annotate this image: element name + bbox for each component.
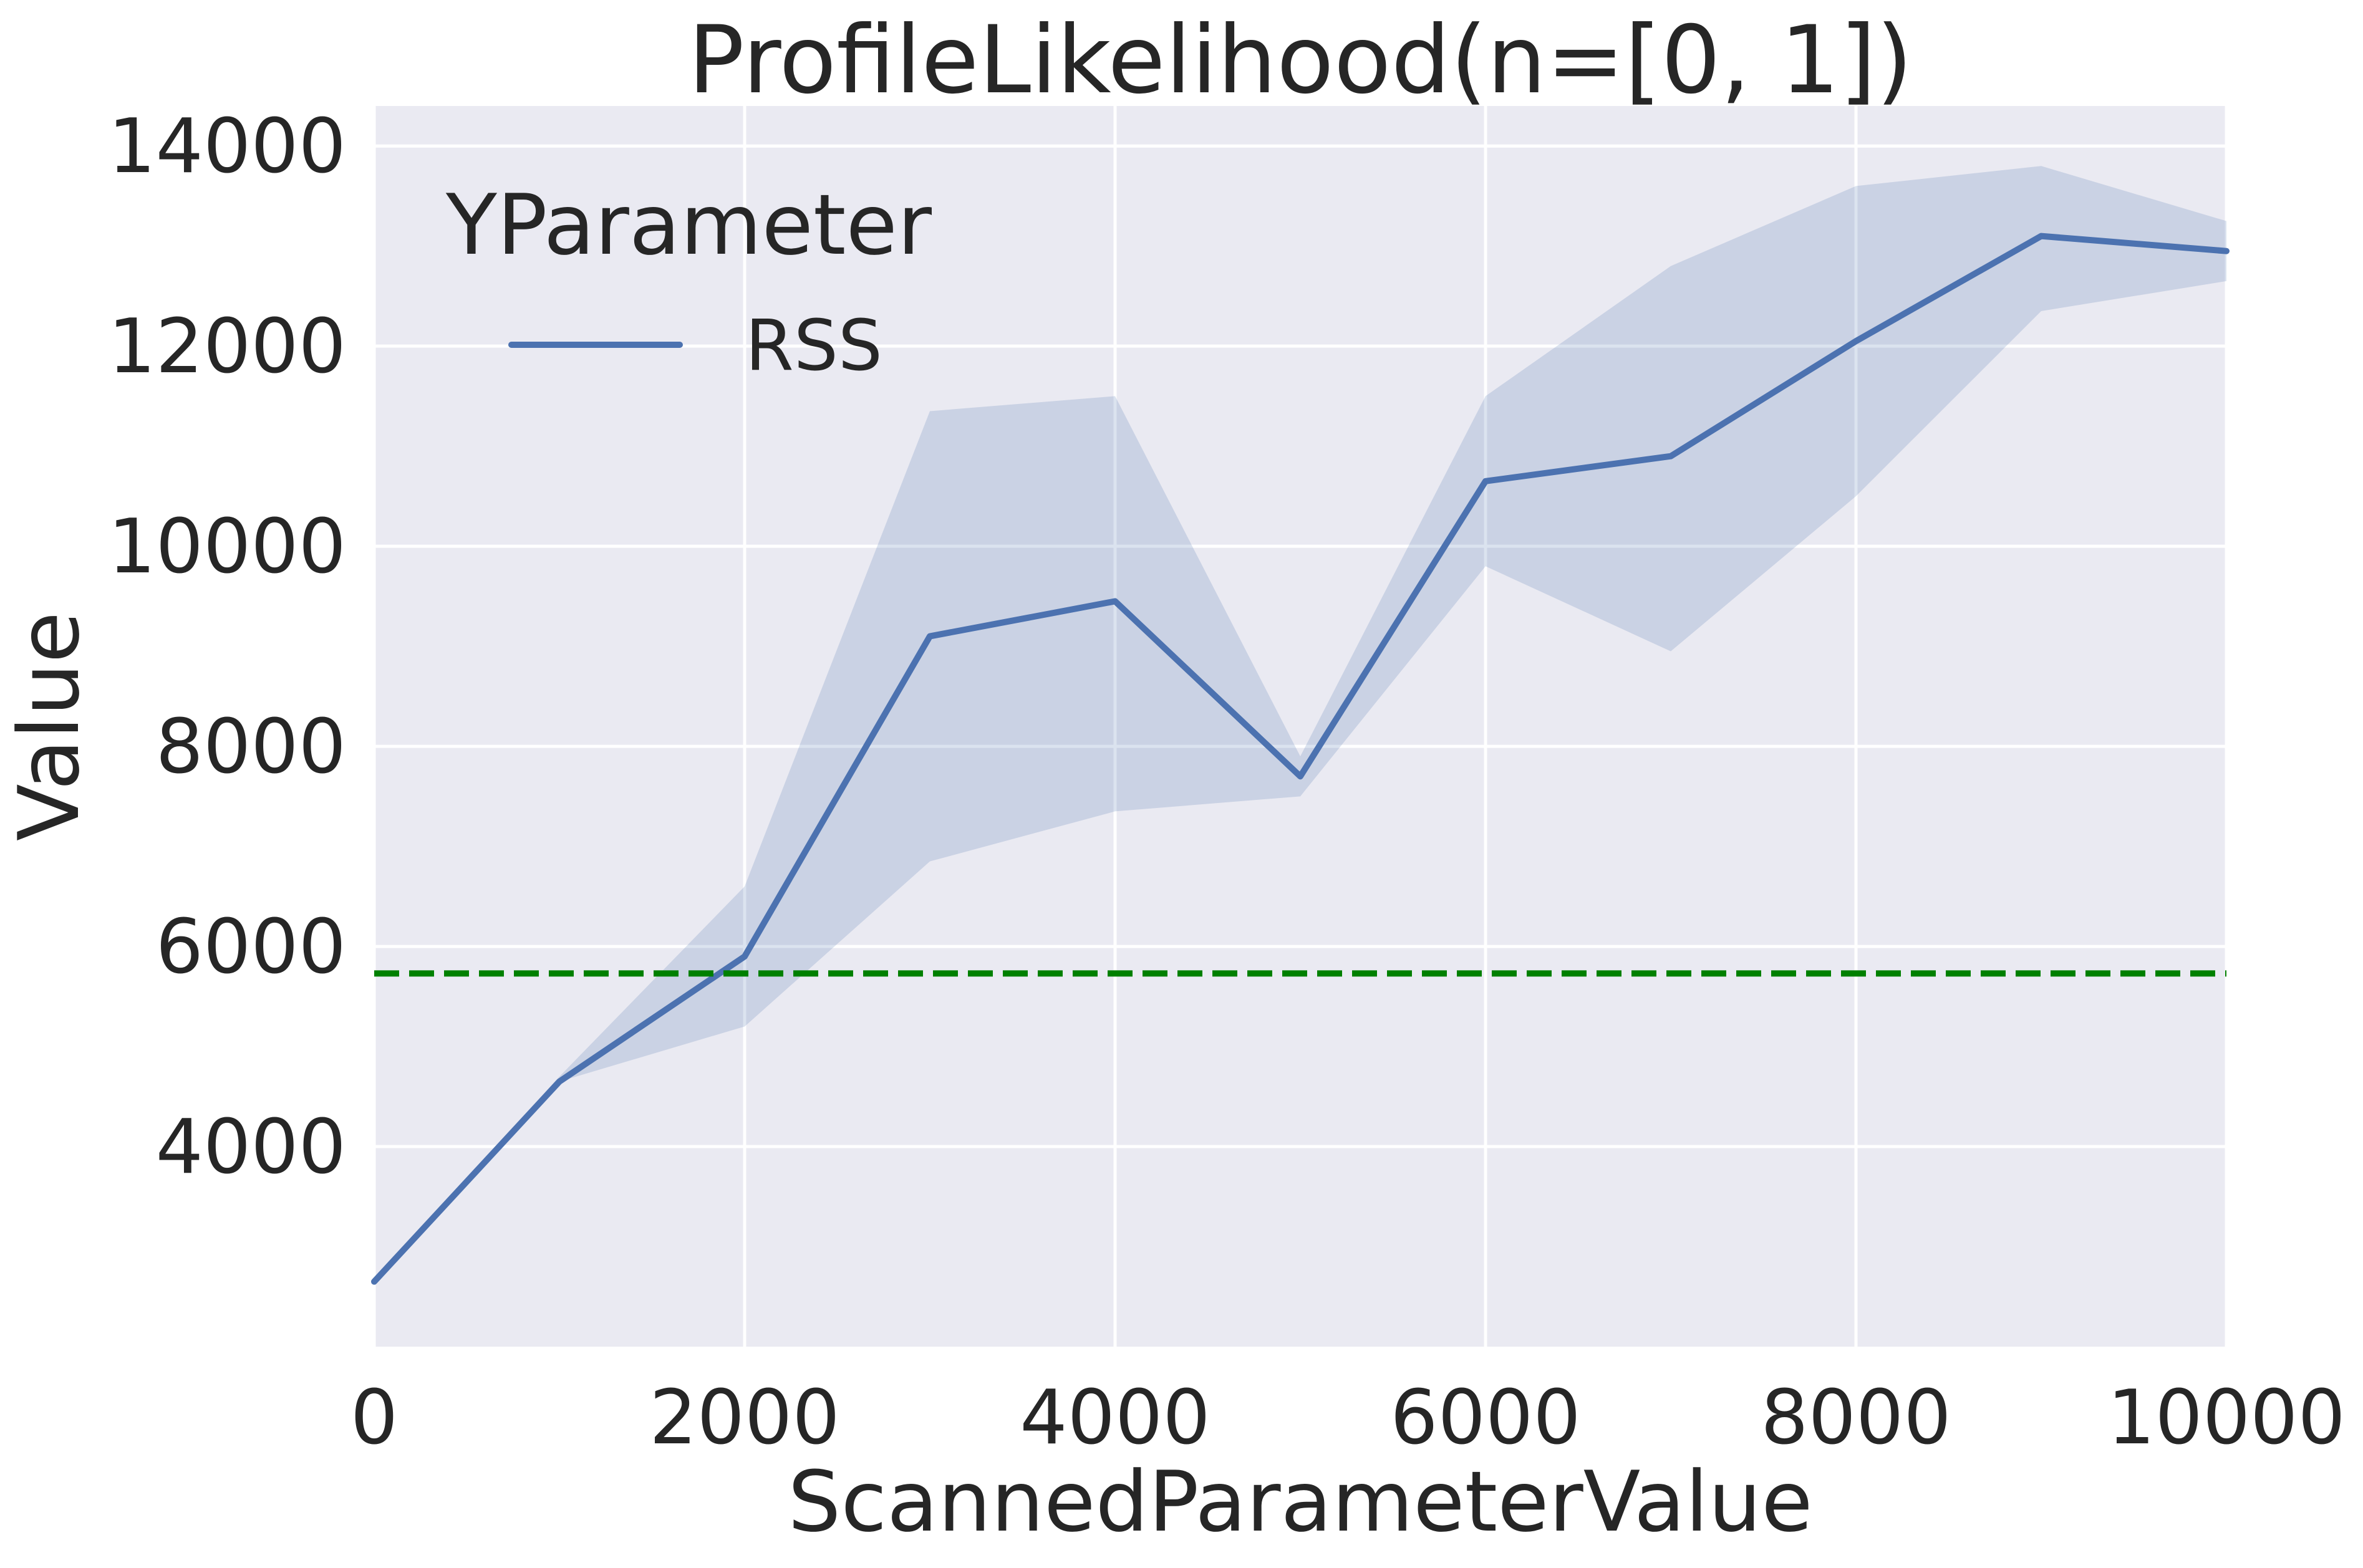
x-tick-label: 10000	[2107, 1375, 2346, 1461]
grid	[372, 106, 2228, 1347]
y-tick-label: 10000	[108, 504, 346, 590]
confidence-band-layer	[374, 166, 2226, 1282]
x-axis-label: ScannedParameterValue	[788, 1453, 1812, 1551]
y-tick-label: 12000	[108, 304, 346, 390]
y-tick-label: 8000	[156, 704, 346, 791]
x-tick-label: 6000	[1390, 1375, 1580, 1461]
y-tick-labels: 4000 6000 8000 10000 12000 14000	[108, 103, 346, 1191]
plot-background	[374, 106, 2226, 1347]
x-tick-label: 8000	[1761, 1375, 1951, 1461]
legend-label-rss: RSS	[745, 305, 882, 387]
series-line-layer	[371, 233, 2230, 1285]
y-tick-label: 14000	[108, 103, 346, 190]
legend-title: YParameter	[445, 176, 932, 274]
x-tick-label: 4000	[1020, 1375, 1210, 1461]
x-tick-label: 2000	[649, 1375, 839, 1461]
confidence-band-rss	[374, 166, 2226, 1282]
y-tick-label: 4000	[156, 1104, 346, 1191]
x-tick-label: 0	[350, 1375, 398, 1461]
x-tick-labels: 0 2000 4000 6000 8000 10000	[350, 1375, 2346, 1461]
legend: YParameter RSS	[445, 176, 932, 387]
y-axis-label: Value	[1, 612, 98, 841]
chart-title: ProfileLikelihood(n=[0, 1])	[688, 6, 1913, 115]
y-tick-label: 6000	[156, 904, 346, 991]
